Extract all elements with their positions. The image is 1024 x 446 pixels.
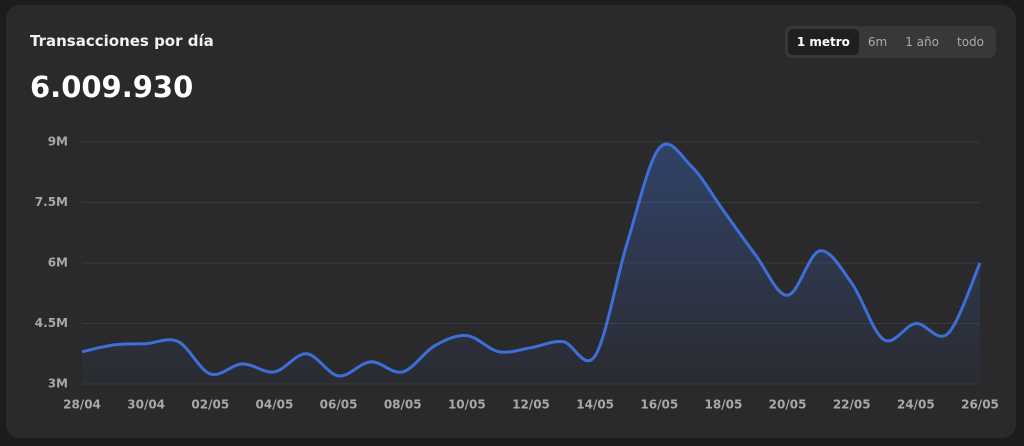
- range-button[interactable]: todo: [956, 35, 984, 49]
- y-tick-label: 7.5M: [35, 195, 68, 209]
- area: [82, 143, 980, 384]
- x-tick-label: 08/05: [384, 398, 422, 412]
- x-tick-label: 30/04: [127, 398, 165, 412]
- x-tick-label: 24/05: [897, 398, 935, 412]
- x-tick-label: 20/05: [769, 398, 807, 412]
- x-tick-label: 14/05: [576, 398, 614, 412]
- y-tick-label: 4.5M: [35, 316, 68, 330]
- x-tick-label: 10/05: [448, 398, 486, 412]
- range-selector: 1 metro 6m 1 año todo: [784, 26, 996, 58]
- x-tick-label: 12/05: [512, 398, 550, 412]
- x-tick-label: 28/04: [63, 398, 101, 412]
- range-button[interactable]: 1 metro: [787, 29, 859, 55]
- x-tick-label: 26/05: [961, 398, 999, 412]
- line: [81, 142, 982, 378]
- y-tick-label: 3M: [48, 377, 68, 391]
- y-tick-label: 9M: [48, 135, 68, 149]
- x-tick-label: 02/05: [191, 398, 229, 412]
- y-tick-label: 6M: [48, 256, 68, 270]
- x-tick-label: 04/05: [256, 398, 294, 412]
- x-tick-label: 06/05: [320, 398, 358, 412]
- chart-title: Transacciones por día: [30, 32, 214, 50]
- x-tick-label: 22/05: [833, 398, 871, 412]
- x-tick-label: 18/05: [705, 398, 743, 412]
- total-value: 6.009.930: [30, 70, 194, 104]
- range-button[interactable]: 6m: [867, 35, 888, 49]
- x-tick-label: 16/05: [640, 398, 678, 412]
- range-button[interactable]: 1 año: [905, 35, 939, 49]
